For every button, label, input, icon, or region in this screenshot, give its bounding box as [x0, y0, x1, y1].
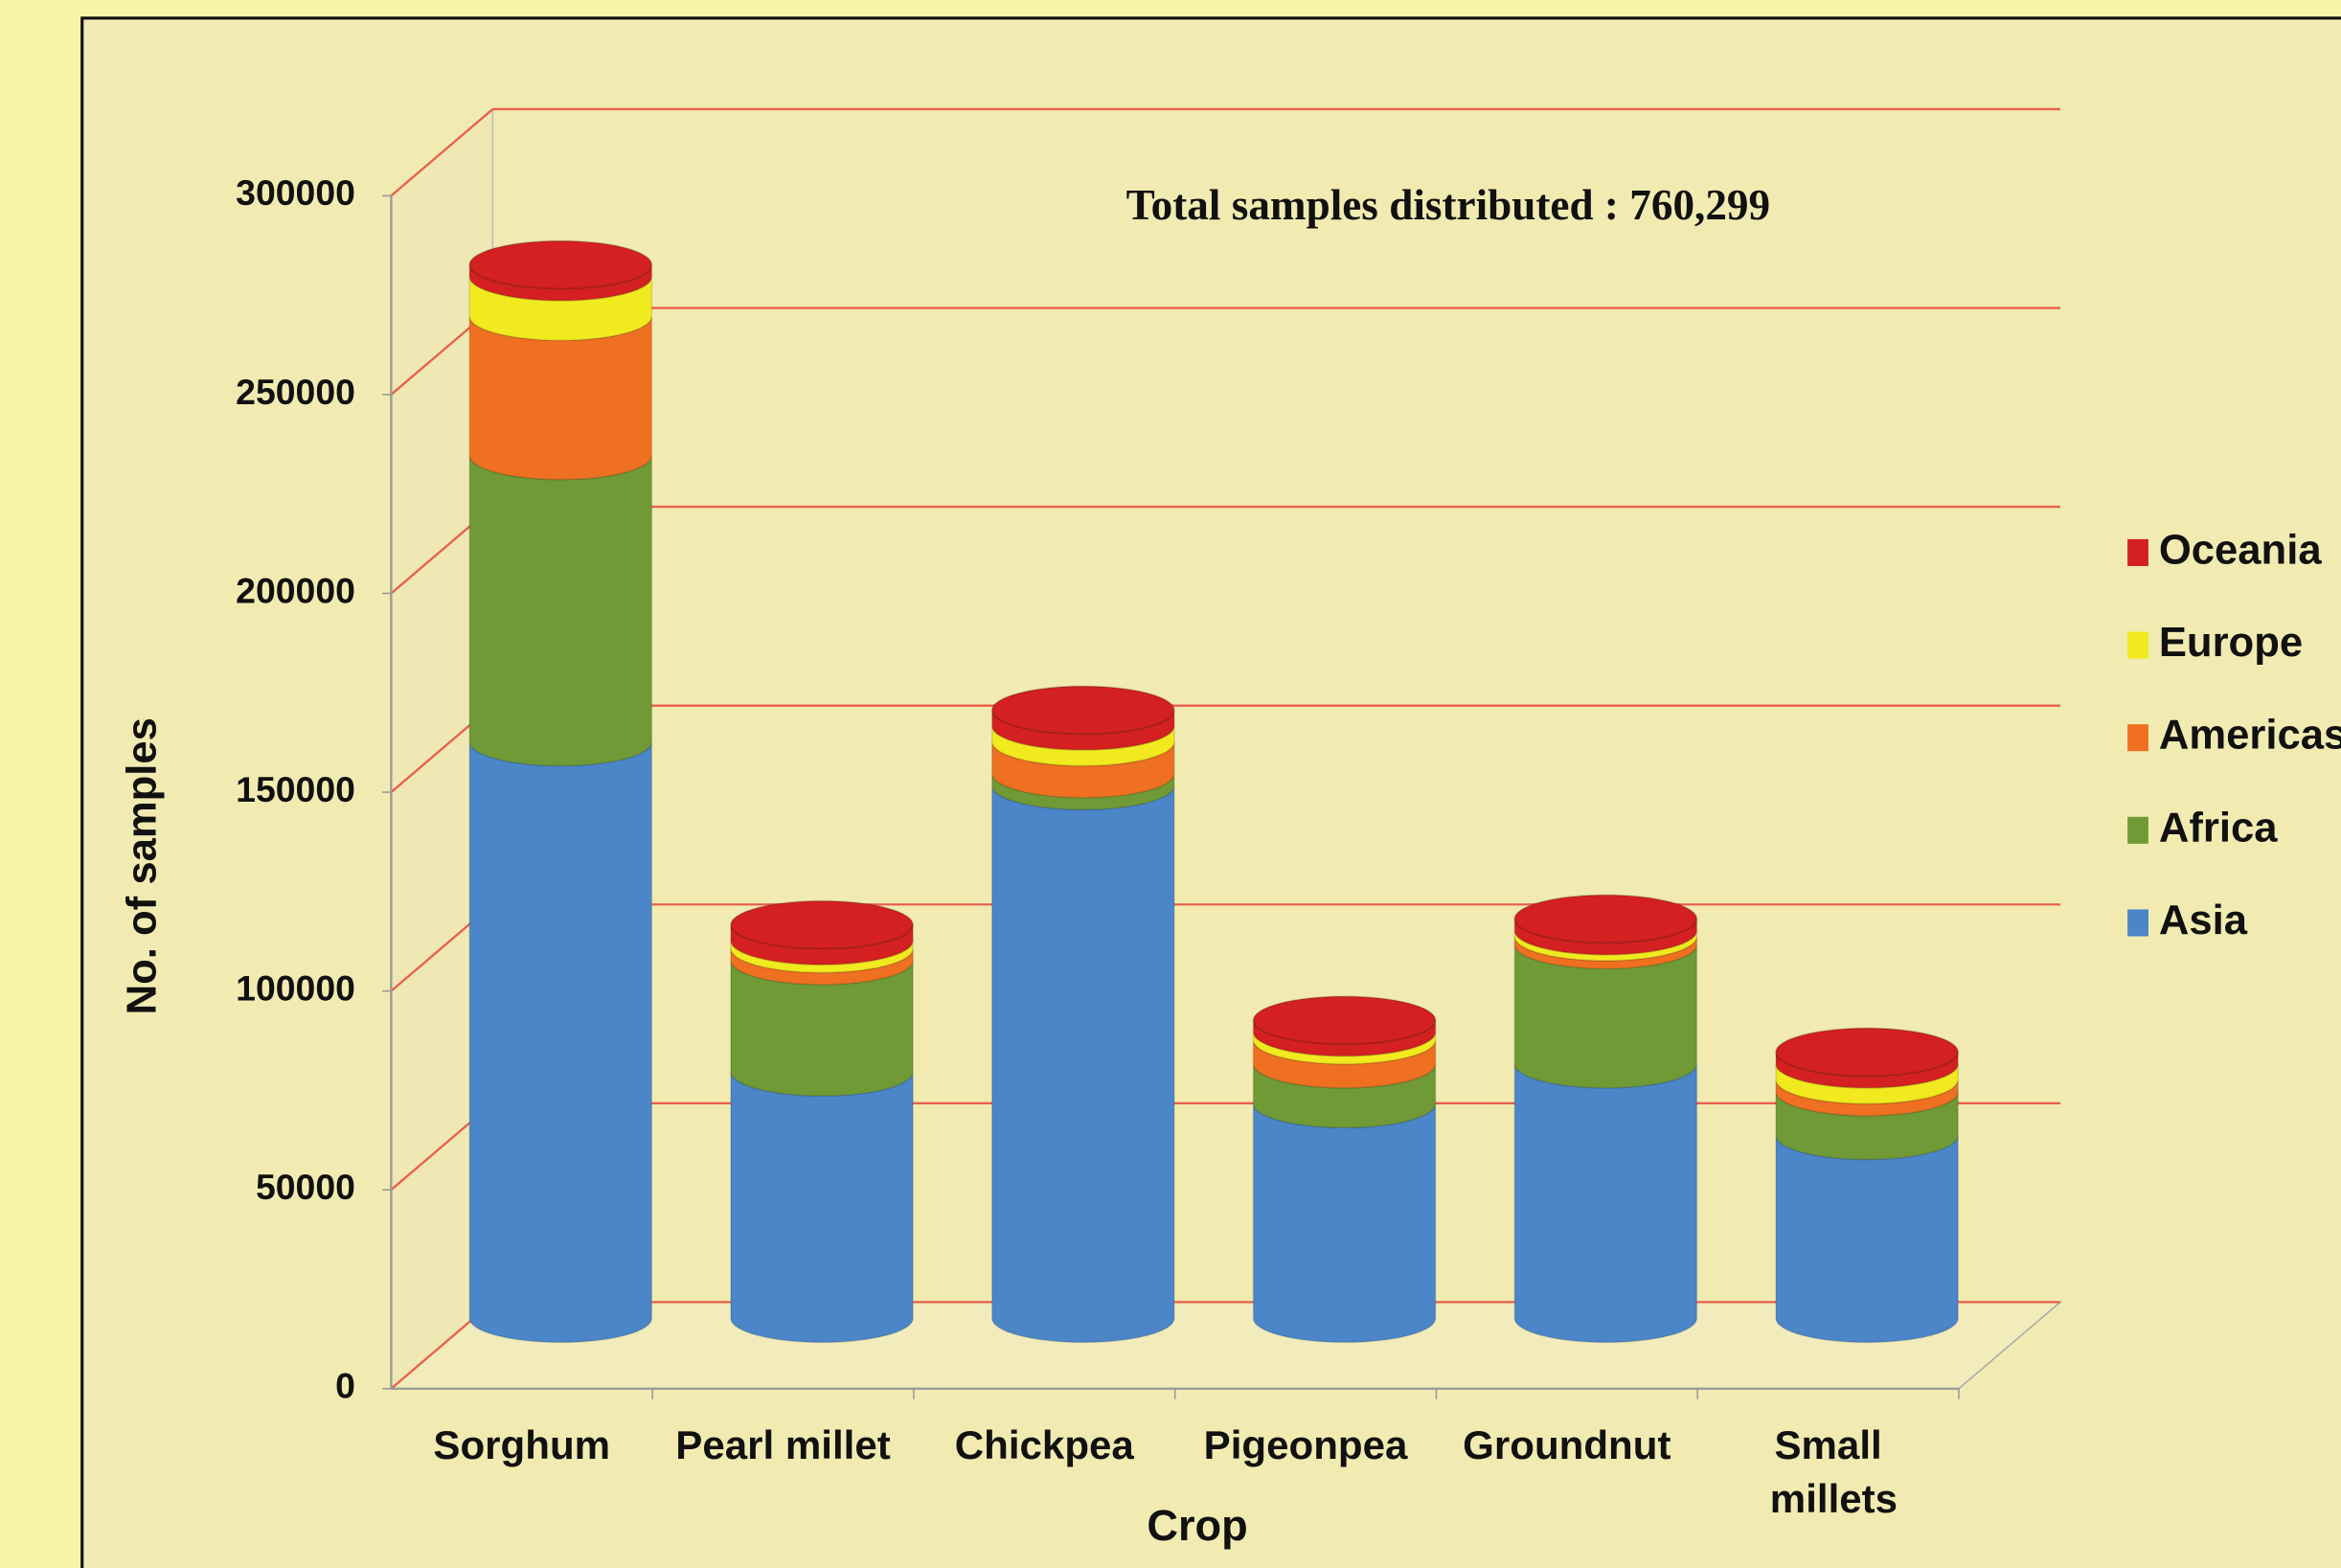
- y-tick-label: 50000: [256, 1167, 355, 1207]
- legend-label: Americas: [2159, 712, 2341, 759]
- legend-label: Oceania: [2159, 526, 2322, 573]
- cylinder-top: [1513, 894, 1698, 944]
- y-tick-label: 0: [335, 1366, 355, 1406]
- bar-segment: [468, 455, 653, 767]
- x-tick-label: Sorghum: [433, 1422, 610, 1467]
- x-tick-label: Small millets: [1759, 1422, 1898, 1521]
- bar-segment: [468, 741, 653, 1344]
- cylinder-top: [730, 899, 914, 950]
- legend-label: Europe: [2159, 619, 2303, 666]
- y-tick-label: 300000: [236, 172, 355, 213]
- cylinder-top: [1252, 995, 1437, 1045]
- x-tick-label: Pearl millet: [675, 1422, 891, 1467]
- bar-segment: [1252, 1063, 1437, 1129]
- legend-swatch: [2127, 724, 2148, 752]
- cylinder-top: [1775, 1027, 1959, 1078]
- bar-segment: [1775, 1135, 1959, 1344]
- legend-swatch: [2127, 816, 2148, 844]
- cylinder-top: [990, 685, 1175, 736]
- bar-segment: [1252, 1039, 1437, 1089]
- x-tick-label: Chickpea: [955, 1422, 1135, 1467]
- bar-segment: [730, 1072, 914, 1344]
- y-tick-label: 100000: [236, 968, 355, 1009]
- x-tick-label: Pigeonpea: [1204, 1422, 1408, 1467]
- y-tick-label: 250000: [236, 372, 355, 412]
- legend-swatch: [2127, 909, 2148, 937]
- y-tick-label: 150000: [236, 769, 355, 809]
- legend-swatch: [2127, 538, 2148, 566]
- y-tick-label: 200000: [236, 570, 355, 610]
- grid-line: [390, 108, 494, 197]
- x-axis-title: Crop: [1147, 1501, 1247, 1550]
- legend-label: Asia: [2159, 897, 2248, 943]
- cylinder-top: [468, 239, 653, 290]
- x-tick-label: Groundnut: [1463, 1422, 1671, 1467]
- bar-segment: [990, 785, 1175, 1344]
- legend-label: Africa: [2159, 804, 2278, 851]
- bar-segment: [1252, 1032, 1437, 1065]
- y-axis-title: No. of samples: [119, 717, 166, 1014]
- legend-swatch: [2127, 631, 2148, 659]
- annotation: Total samples distributed : 760,299: [1126, 181, 1770, 229]
- bar-segment: [1252, 1103, 1437, 1344]
- bar-segment: [1513, 1063, 1698, 1344]
